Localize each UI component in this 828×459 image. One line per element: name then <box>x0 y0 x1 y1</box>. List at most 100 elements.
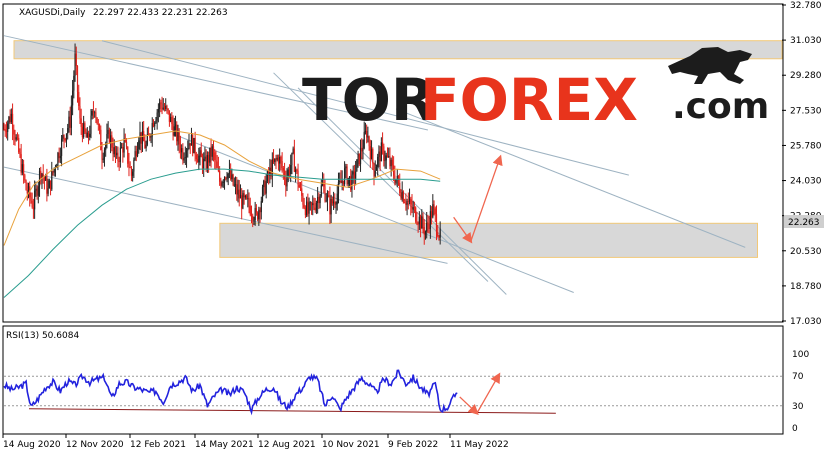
candle-body <box>219 170 221 182</box>
candle-body <box>222 182 224 183</box>
candle-body <box>296 169 298 171</box>
candle-body <box>383 146 385 161</box>
candle-body <box>129 167 131 169</box>
candle-body <box>184 157 186 159</box>
candle-body <box>106 134 108 145</box>
candle-body <box>214 152 216 160</box>
candle-body <box>342 180 344 185</box>
x-tick-label-0: 14 Aug 2020 <box>3 440 61 450</box>
candle-body <box>26 190 28 194</box>
candle-body <box>310 202 313 206</box>
trendline-1 <box>3 166 448 264</box>
candle-body <box>5 131 8 133</box>
candle-body <box>328 195 330 197</box>
candle-body <box>216 161 218 168</box>
candle-body <box>236 184 238 195</box>
candle-body <box>340 180 342 183</box>
candle-body <box>318 196 320 204</box>
candle-body <box>320 185 322 196</box>
current-price-label: 22.263 <box>788 218 820 228</box>
candle-body <box>282 168 284 171</box>
candle-body <box>84 123 86 132</box>
candle-body <box>412 206 414 210</box>
candle-body <box>174 124 177 127</box>
candle-body <box>11 113 14 130</box>
candle-body <box>193 138 195 154</box>
candle-body <box>230 170 232 180</box>
candle-body <box>298 184 300 188</box>
candle-body <box>283 170 286 180</box>
candle-body <box>402 192 405 203</box>
candle-body <box>149 134 151 138</box>
candle-body <box>384 160 386 162</box>
candle-body <box>73 75 75 91</box>
candle-body <box>358 153 360 165</box>
candle-body <box>247 198 249 200</box>
candle-body <box>407 200 409 202</box>
candle-body <box>359 147 362 165</box>
candle-body <box>45 176 47 181</box>
logo-text-tor: TOR <box>302 66 436 134</box>
candle-body <box>212 146 215 153</box>
candle-body <box>119 147 121 162</box>
candle-body <box>15 137 17 140</box>
candle-body <box>389 156 391 167</box>
candle-body <box>85 131 87 138</box>
zone-0 <box>13 40 783 60</box>
rsi-forecast-arrow-1 <box>476 372 501 414</box>
candle-body <box>301 188 303 196</box>
candle-body <box>390 159 392 167</box>
candle-body <box>163 107 166 109</box>
candle-body <box>34 190 36 210</box>
candle-body <box>101 150 103 160</box>
zone-1 <box>219 222 758 258</box>
y-tick-label-5: 24.030 <box>790 177 822 187</box>
candle-body <box>63 135 65 139</box>
candle-body <box>430 211 433 218</box>
candle-body <box>239 195 242 199</box>
candle-body <box>147 134 150 136</box>
candle-body <box>259 209 261 213</box>
candle-body <box>160 102 162 104</box>
trendline-3 <box>273 72 489 282</box>
x-tick-label-2: 12 Feb 2021 <box>130 440 186 450</box>
candle-body <box>345 166 347 169</box>
rsi-y-tick-label-0: 100 <box>792 350 809 360</box>
y-tick-label-9: 17.030 <box>790 317 822 327</box>
candle-body <box>86 132 88 138</box>
sma-slow-line <box>3 168 441 298</box>
candle-body <box>8 116 10 124</box>
candle-body <box>226 178 228 180</box>
candle-body <box>280 156 282 161</box>
candle-body <box>111 135 113 148</box>
candle-body <box>313 203 315 208</box>
candle-body <box>182 148 184 161</box>
candle-body <box>417 223 419 225</box>
forecast-arrow-1 <box>470 154 503 242</box>
candle-body <box>156 112 158 121</box>
candle-body <box>198 155 200 163</box>
candle-body <box>136 148 139 157</box>
candle-body <box>244 195 246 198</box>
candle-body <box>83 123 85 138</box>
candle-body <box>339 180 341 182</box>
candle-body <box>95 112 97 118</box>
candle-body <box>223 177 226 183</box>
candle-body <box>406 200 408 205</box>
candle-body <box>355 171 357 179</box>
candle-body <box>183 158 185 161</box>
candle-body <box>426 222 428 232</box>
candle-body <box>135 151 137 157</box>
candle-body <box>210 147 212 157</box>
candle-body <box>205 156 207 169</box>
candle-body <box>265 181 267 194</box>
candle-body <box>344 168 346 185</box>
candle-body <box>423 227 425 235</box>
candle-body <box>60 138 63 156</box>
candle-body <box>323 182 325 187</box>
candle-body <box>130 167 133 176</box>
candle-body <box>9 116 11 123</box>
candle-body <box>378 151 380 157</box>
candle-body <box>433 204 435 209</box>
